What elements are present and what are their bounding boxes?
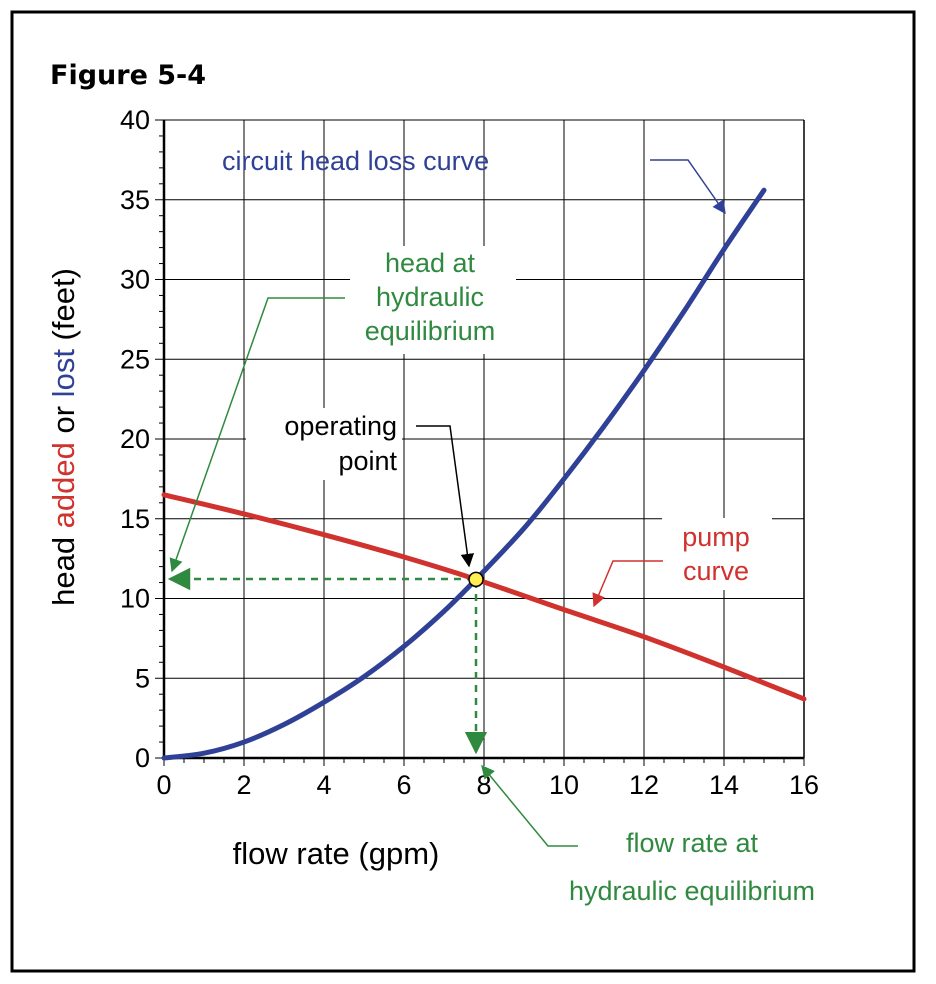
x-tick-label-14: 14: [709, 770, 739, 800]
pump-label-line2: curve: [683, 556, 749, 586]
minor-ticks: [155, 119, 805, 766]
circuit-curve-leader: [650, 159, 726, 215]
x-tick-label-6: 6: [396, 770, 411, 800]
y-title-part-0: head: [46, 528, 81, 606]
x-tick-label-4: 4: [316, 770, 331, 800]
flow-eq-label-line2: hydraulic equilibrium: [569, 876, 815, 906]
x-tick-label-12: 12: [629, 770, 659, 800]
x-tick-label-0: 0: [156, 770, 171, 800]
head-eq-leader: [169, 297, 345, 573]
op-label-line1: operating: [284, 411, 397, 441]
y-tick-label-15: 15: [120, 504, 150, 534]
y-title-part-4: (feet): [46, 268, 81, 349]
head-equilibrium-annotation: head at hydraulic equilibrium: [350, 246, 516, 354]
op-label-line2: point: [338, 446, 397, 476]
x-tick-label-16: 16: [789, 770, 819, 800]
head-eq-label-line1: head at: [385, 248, 476, 278]
outer-border: [10, 10, 916, 973]
op-leader: [416, 425, 475, 568]
pump-label-line1: pump: [682, 522, 750, 552]
head-eq-label-line2: hydraulic: [376, 282, 484, 312]
y-tick-label-20: 20: [120, 424, 150, 454]
y-tick-label-25: 25: [120, 344, 150, 374]
y-tick-label-35: 35: [120, 185, 150, 215]
x-axis-title: flow rate (gpm): [233, 836, 440, 871]
y-title-part-3: lost: [46, 349, 81, 398]
x-tick-label-2: 2: [236, 770, 251, 800]
pump-curve-annotation: pump curve: [662, 518, 772, 590]
flow-eq-leader: [481, 764, 578, 847]
y-tick-label-40: 40: [120, 105, 150, 135]
y-tick-label-0: 0: [135, 743, 150, 773]
operating-point: [468, 571, 484, 588]
operating-point-annotation: operating point: [246, 408, 402, 480]
y-title-part-2: or: [46, 397, 81, 442]
pump-leader: [592, 560, 663, 608]
y-axis-title: head added or lost (feet): [46, 268, 81, 606]
head-eq-label-line3: equilibrium: [365, 316, 496, 346]
y-title-part-1: added: [46, 442, 81, 528]
y-tick-label-5: 5: [135, 663, 150, 693]
x-tick-label-10: 10: [549, 770, 579, 800]
flow-eq-label-line1: flow rate at: [626, 828, 759, 858]
figure-label: Figure 5-4: [50, 60, 206, 91]
y-tick-label-30: 30: [120, 265, 150, 295]
circuit-curve-label: circuit head loss curve: [222, 146, 489, 176]
y-tick-label-10: 10: [120, 584, 150, 614]
